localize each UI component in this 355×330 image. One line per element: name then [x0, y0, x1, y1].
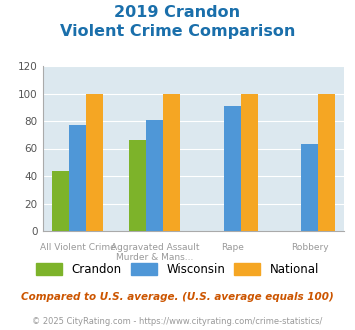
Text: Murder & Mans...: Murder & Mans...: [116, 253, 193, 262]
Legend: Crandon, Wisconsin, National: Crandon, Wisconsin, National: [31, 258, 324, 281]
Text: Aggravated Assault: Aggravated Assault: [110, 243, 199, 251]
Bar: [301, 145, 318, 231]
Text: All Violent Crime: All Violent Crime: [39, 243, 115, 251]
Bar: [224, 106, 241, 231]
Bar: [69, 125, 86, 231]
Bar: [146, 120, 163, 231]
Bar: [86, 93, 103, 231]
Text: Compared to U.S. average. (U.S. average equals 100): Compared to U.S. average. (U.S. average …: [21, 292, 334, 302]
Text: Robbery: Robbery: [291, 243, 328, 251]
Bar: [241, 93, 258, 231]
Text: © 2025 CityRating.com - https://www.cityrating.com/crime-statistics/: © 2025 CityRating.com - https://www.city…: [32, 317, 323, 326]
Text: 2019 Crandon: 2019 Crandon: [114, 5, 241, 20]
Bar: [163, 93, 180, 231]
Bar: [52, 171, 69, 231]
Bar: [318, 93, 335, 231]
Text: Violent Crime Comparison: Violent Crime Comparison: [60, 24, 295, 39]
Bar: [129, 140, 146, 231]
Text: Rape: Rape: [221, 243, 244, 251]
